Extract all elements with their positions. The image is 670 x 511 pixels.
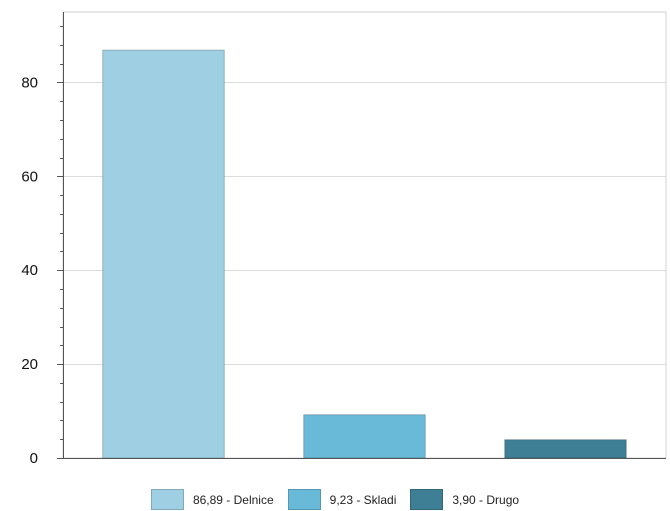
legend-item-drugo: 3,90 - Drugo	[410, 489, 519, 510]
y-tick-label: 0	[30, 450, 38, 467]
bars	[102, 49, 627, 459]
legend-label-delnice: 86,89 - Delnice	[192, 492, 274, 507]
legend-swatch-delnice	[150, 489, 184, 510]
y-axis: 0 20 40 60 80	[21, 12, 666, 467]
legend: 86,89 - Delnice 9,23 - Skladi 3,90 - Dru…	[0, 488, 670, 511]
legend-item-delnice: 86,89 - Delnice	[150, 489, 274, 510]
legend-swatch-drugo	[410, 489, 444, 510]
legend-label-skladi: 9,23 - Skladi	[329, 492, 397, 507]
legend-swatch-skladi	[287, 489, 321, 510]
bar-chart: 0 20 40 60 80	[21, 11, 667, 467]
y-tick-label: 80	[21, 74, 38, 91]
legend-label-drugo: 3,90 - Drugo	[452, 492, 520, 507]
bar-delnice	[102, 49, 225, 459]
legend-item-skladi: 9,23 - Skladi	[287, 489, 397, 510]
bar-skladi	[303, 414, 426, 459]
y-tick-label: 40	[21, 262, 38, 279]
bar-drugo	[504, 439, 627, 459]
y-tick-label: 20	[21, 356, 38, 373]
y-tick-label: 60	[21, 168, 38, 185]
